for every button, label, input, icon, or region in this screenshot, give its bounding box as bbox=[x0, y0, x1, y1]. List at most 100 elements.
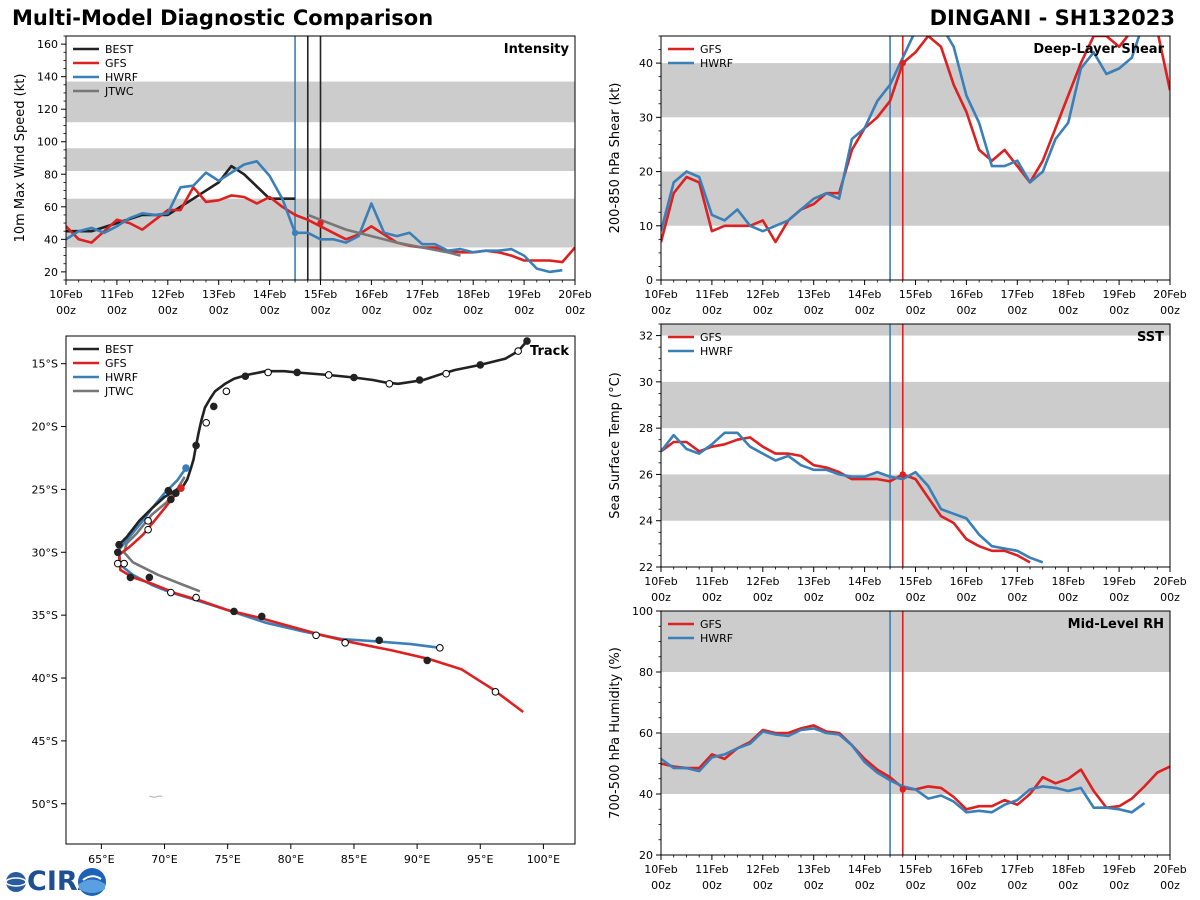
legend-label-gfs: GFS bbox=[700, 331, 722, 344]
x-tick-hour-label: 00z bbox=[565, 304, 585, 317]
track-position-point bbox=[350, 373, 358, 382]
current-point-marker-0 bbox=[899, 786, 906, 793]
x-tick-hour-label: 00z bbox=[804, 591, 824, 604]
plot-area bbox=[661, 611, 1170, 855]
panel-title: Track bbox=[530, 344, 569, 359]
x-tick-day-label: 20Feb bbox=[558, 288, 591, 301]
shaded-band-1 bbox=[661, 381, 1170, 429]
x-tick-hour-label: 00z bbox=[412, 304, 432, 317]
current-point-marker-0 bbox=[899, 59, 906, 67]
panel-sst: 22 24 26 28 30 32 10Feb 00z 11Feb 00z 12Feb 00z 13Fe… bbox=[608, 323, 1187, 604]
x-tick-hour-label: 00z bbox=[906, 591, 926, 604]
legend-label-gfs: GFS bbox=[700, 618, 722, 631]
x-tick-day-label: 11Feb bbox=[100, 288, 133, 301]
x-tick-hour-label: 00z bbox=[702, 591, 722, 604]
shaded-band-0 bbox=[661, 733, 1170, 794]
legend-label-gfs: GFS bbox=[105, 57, 127, 70]
x-tick-day-label: 10Feb bbox=[49, 288, 82, 301]
track-position-point bbox=[182, 464, 190, 472]
x-tick-hour-label: 00z bbox=[362, 304, 382, 317]
x-tick-day-label: 20Feb bbox=[1153, 575, 1186, 588]
lon-tick-label: 95°E bbox=[467, 853, 493, 866]
x-tick-day-label: 16Feb bbox=[355, 288, 388, 301]
y-tick-label: 40 bbox=[639, 788, 653, 801]
x-tick-day-label: 11Feb bbox=[695, 575, 728, 588]
track-position-point bbox=[145, 573, 154, 582]
lat-tick-label: 45°S bbox=[32, 735, 58, 748]
legend-label-hwrf: HWRF bbox=[105, 371, 138, 384]
panel-shear: 0 10 20 30 40 10Feb 00z 11Feb 00z 12Feb 00z 13Feb 00… bbox=[608, 35, 1187, 317]
x-tick-hour-label: 00z bbox=[753, 304, 773, 317]
x-tick-hour-label: 00z bbox=[957, 304, 977, 317]
x-tick-hour-label: 00z bbox=[651, 591, 671, 604]
x-tick-hour-label: 00z bbox=[1109, 879, 1129, 892]
x-tick-hour-label: 00z bbox=[702, 879, 722, 892]
x-tick-hour-label: 00z bbox=[855, 304, 875, 317]
y-tick-label: 40 bbox=[639, 57, 653, 70]
legend-label-hwrf: HWRF bbox=[105, 71, 138, 84]
x-tick-hour-label: 00z bbox=[1058, 591, 1078, 604]
x-tick-day-label: 17Feb bbox=[1001, 288, 1034, 301]
y-axis-label: 200-850 hPa Shear (kt) bbox=[608, 83, 623, 234]
y-tick-label: 24 bbox=[639, 515, 653, 528]
lon-tick-label: 85°E bbox=[341, 853, 367, 866]
x-tick-day-label: 20Feb bbox=[1153, 288, 1186, 301]
x-tick-hour-label: 00z bbox=[1058, 879, 1078, 892]
track-position-point bbox=[257, 612, 266, 621]
x-tick-hour-label: 00z bbox=[1058, 304, 1078, 317]
track-position-point bbox=[222, 387, 231, 396]
x-tick-hour-label: 00z bbox=[702, 304, 722, 317]
noaa-seal-icon bbox=[78, 868, 106, 896]
lat-tick-label: 35°S bbox=[32, 609, 58, 622]
x-tick-day-label: 17Feb bbox=[1001, 863, 1034, 876]
track-position-point bbox=[523, 337, 531, 345]
track-position-point bbox=[375, 636, 384, 645]
x-tick-day-label: 14Feb bbox=[253, 288, 286, 301]
y-tick-label: 120 bbox=[37, 103, 58, 116]
shaded-band-0 bbox=[661, 474, 1170, 521]
x-tick-day-label: 15Feb bbox=[899, 288, 932, 301]
island-outline bbox=[149, 795, 163, 798]
track-line-best bbox=[116, 340, 528, 547]
track-position-point bbox=[415, 376, 424, 384]
current-point-marker-0 bbox=[291, 229, 299, 237]
x-tick-day-label: 12Feb bbox=[746, 288, 779, 301]
track-position-point bbox=[230, 607, 238, 616]
y-tick-label: 20 bbox=[639, 166, 653, 179]
x-tick-day-label: 19Feb bbox=[507, 288, 540, 301]
lon-tick-label: 90°E bbox=[404, 853, 430, 866]
track-position-point bbox=[126, 573, 135, 582]
y-tick-label: 60 bbox=[44, 201, 58, 214]
x-tick-hour-label: 00z bbox=[1160, 879, 1180, 892]
x-tick-hour-label: 00z bbox=[311, 304, 331, 317]
track-position-point bbox=[120, 559, 128, 568]
x-tick-day-label: 15Feb bbox=[899, 863, 932, 876]
track-position-point bbox=[491, 688, 500, 696]
y-tick-label: 160 bbox=[37, 38, 58, 51]
lat-tick-label: 15°S bbox=[32, 358, 58, 371]
x-tick-hour-label: 00z bbox=[1007, 591, 1027, 604]
cira-globe-icon bbox=[5, 872, 27, 892]
x-tick-hour-label: 00z bbox=[651, 879, 671, 892]
x-tick-hour-label: 00z bbox=[209, 304, 229, 317]
lat-tick-label: 25°S bbox=[32, 483, 58, 496]
y-tick-label: 22 bbox=[639, 561, 653, 574]
track-line-jtwc bbox=[122, 476, 201, 593]
x-tick-day-label: 14Feb bbox=[848, 575, 881, 588]
x-tick-day-label: 14Feb bbox=[848, 863, 881, 876]
axes-frame bbox=[660, 323, 1171, 568]
legend-label-gfs: GFS bbox=[700, 43, 722, 56]
x-tick-hour-label: 00z bbox=[56, 304, 76, 317]
legend-label-hwrf: HWRF bbox=[700, 57, 733, 70]
y-axis-label: 10m Max Wind Speed (kt) bbox=[13, 74, 28, 243]
track-position-point bbox=[164, 486, 173, 495]
lat-tick-label: 40°S bbox=[32, 672, 58, 685]
x-tick-day-label: 19Feb bbox=[1102, 575, 1135, 588]
x-tick-day-label: 17Feb bbox=[406, 288, 439, 301]
lon-tick-label: 80°E bbox=[278, 853, 304, 866]
y-tick-label: 32 bbox=[639, 330, 653, 343]
x-tick-hour-label: 00z bbox=[906, 879, 926, 892]
y-tick-label: 10 bbox=[639, 220, 653, 233]
lon-tick-label: 65°E bbox=[88, 853, 114, 866]
